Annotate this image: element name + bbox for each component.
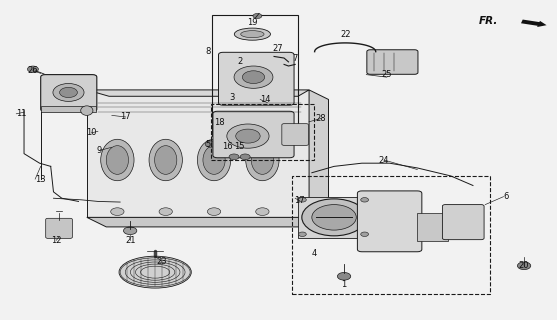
Polygon shape [87, 90, 309, 217]
Text: 24: 24 [379, 156, 389, 164]
Text: 1: 1 [341, 280, 346, 289]
Circle shape [111, 208, 124, 215]
Ellipse shape [81, 106, 93, 116]
Text: 5: 5 [206, 140, 211, 149]
Text: 9: 9 [97, 146, 102, 155]
Circle shape [299, 197, 306, 202]
Ellipse shape [241, 31, 264, 38]
Ellipse shape [119, 256, 191, 288]
Text: 2: 2 [237, 57, 242, 66]
Text: 21: 21 [125, 236, 135, 245]
Circle shape [302, 199, 367, 236]
Circle shape [207, 208, 221, 215]
Polygon shape [87, 217, 329, 227]
Circle shape [124, 227, 137, 235]
Text: 25: 25 [382, 70, 392, 79]
Text: 7: 7 [292, 53, 298, 62]
Circle shape [338, 272, 351, 280]
Circle shape [205, 141, 216, 147]
Circle shape [242, 71, 265, 84]
Text: 27: 27 [272, 44, 283, 53]
Text: 10: 10 [86, 128, 96, 137]
Bar [212, 15, 298, 136]
Text: 15: 15 [234, 142, 245, 151]
Ellipse shape [101, 139, 134, 181]
Polygon shape [309, 90, 329, 227]
Circle shape [312, 204, 356, 230]
FancyBboxPatch shape [41, 75, 97, 112]
Circle shape [159, 208, 172, 215]
Circle shape [236, 129, 260, 143]
Circle shape [299, 232, 306, 236]
Text: 13: 13 [35, 175, 46, 184]
Circle shape [256, 208, 269, 215]
Circle shape [27, 66, 38, 72]
Ellipse shape [251, 146, 273, 174]
Bar [298, 197, 370, 238]
Circle shape [53, 84, 84, 101]
Ellipse shape [106, 146, 129, 174]
Text: 20: 20 [519, 261, 529, 270]
Ellipse shape [234, 28, 271, 40]
FancyBboxPatch shape [367, 50, 418, 74]
FancyBboxPatch shape [282, 124, 309, 145]
Ellipse shape [215, 115, 231, 122]
Circle shape [517, 262, 531, 270]
Ellipse shape [246, 139, 279, 181]
FancyArrow shape [521, 20, 546, 27]
Circle shape [240, 154, 250, 160]
FancyBboxPatch shape [358, 191, 422, 252]
Text: 12: 12 [51, 236, 61, 245]
Circle shape [229, 154, 239, 160]
Text: 6: 6 [504, 192, 509, 201]
Ellipse shape [203, 146, 225, 174]
Text: 8: 8 [206, 47, 211, 56]
Text: 3: 3 [230, 93, 235, 102]
Text: 11: 11 [16, 109, 27, 118]
Circle shape [361, 197, 369, 202]
Text: 17: 17 [294, 196, 305, 205]
Bar [292, 176, 490, 294]
Polygon shape [87, 90, 309, 96]
Text: 16: 16 [222, 142, 233, 151]
FancyBboxPatch shape [442, 204, 484, 240]
Text: 26: 26 [28, 66, 38, 75]
Bar [211, 104, 314, 160]
Text: 17: 17 [120, 113, 131, 122]
Text: 19: 19 [247, 19, 258, 28]
Text: 22: 22 [340, 30, 350, 39]
Text: 28: 28 [315, 114, 326, 123]
Text: 4: 4 [312, 250, 317, 259]
Ellipse shape [197, 139, 231, 181]
FancyBboxPatch shape [218, 52, 294, 105]
Text: 18: 18 [214, 118, 224, 127]
FancyBboxPatch shape [46, 218, 72, 238]
Circle shape [60, 87, 77, 98]
Circle shape [253, 13, 262, 19]
Bar [41, 106, 96, 112]
Text: 23: 23 [157, 257, 167, 266]
Ellipse shape [149, 139, 182, 181]
FancyBboxPatch shape [213, 111, 294, 158]
Text: FR.: FR. [478, 16, 498, 27]
Bar [417, 212, 448, 241]
Ellipse shape [155, 146, 177, 174]
Text: 14: 14 [260, 95, 271, 104]
Circle shape [227, 124, 269, 148]
Circle shape [234, 66, 273, 88]
Circle shape [361, 232, 369, 236]
